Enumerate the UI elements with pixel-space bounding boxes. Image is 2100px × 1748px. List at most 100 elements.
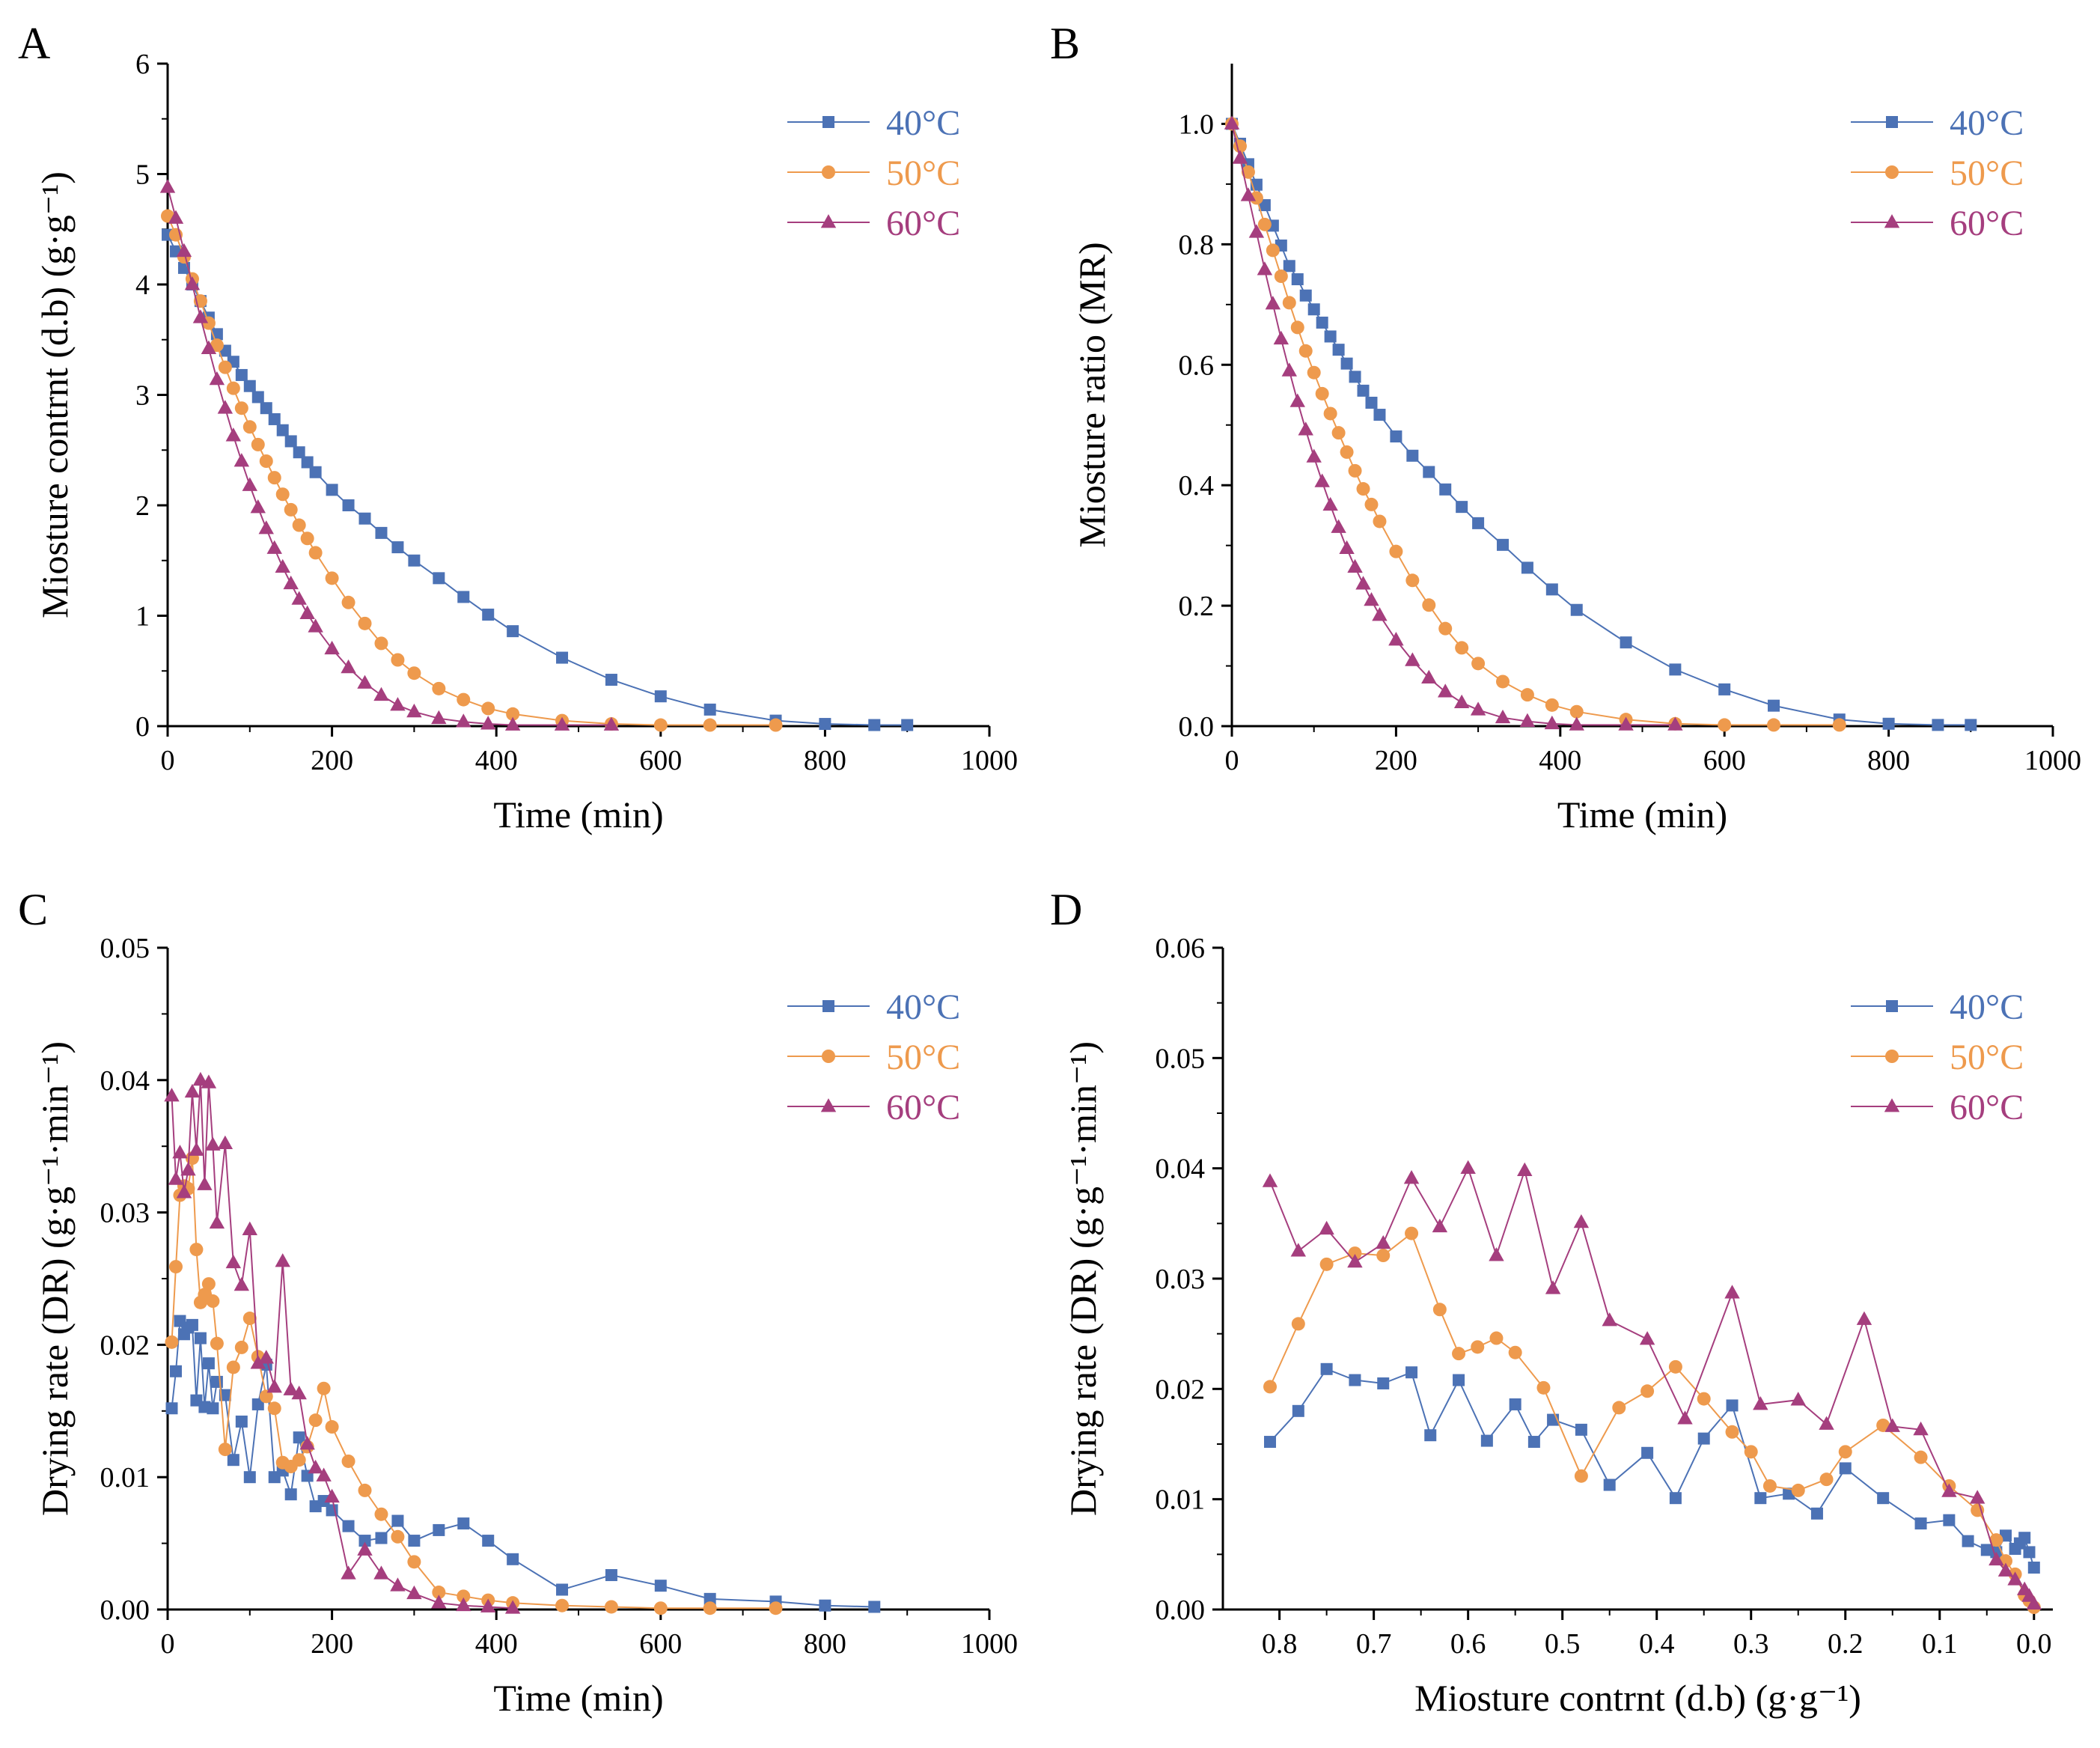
data-point (1618, 716, 1634, 731)
data-point (1519, 713, 1536, 727)
data-point (1697, 1392, 1711, 1406)
data-point (1372, 607, 1388, 621)
x-tick-label: 400 (475, 1628, 518, 1660)
y-tick-label: 0.03 (100, 1198, 150, 1229)
y-tick-label: 0 (135, 711, 150, 743)
data-point (1791, 1483, 1805, 1497)
data-point (1884, 1418, 1900, 1432)
data-point (1460, 1160, 1476, 1175)
y-tick-label: 0.05 (1156, 1043, 1206, 1074)
data-point (507, 1553, 519, 1565)
y-tick-label: 0.02 (100, 1330, 150, 1361)
data-point (1355, 576, 1371, 590)
legend-entry: 60°C (1851, 204, 2024, 243)
y-tick-label: 0.04 (100, 1065, 150, 1097)
legend-label: 60°C (1950, 204, 2024, 243)
data-point (1575, 1423, 1587, 1436)
data-point (234, 1340, 248, 1354)
x-tick-label: 0.5 (1545, 1628, 1581, 1660)
data-point (1349, 1374, 1361, 1386)
data-point (324, 1488, 340, 1503)
data-point (325, 571, 339, 585)
data-point (1224, 115, 1240, 130)
data-point (1406, 449, 1419, 462)
data-point (341, 1565, 356, 1580)
data-point (1913, 1421, 1929, 1436)
data-point (226, 381, 240, 395)
data-point (868, 719, 881, 731)
data-point (1349, 371, 1361, 383)
data-point (1640, 1384, 1655, 1398)
data-point (604, 1600, 618, 1614)
x-tick-label: 400 (475, 745, 518, 776)
x-tick-label: 200 (1375, 745, 1417, 776)
x-tick-label: 0.1 (1922, 1628, 1958, 1660)
data-point (1249, 191, 1263, 205)
data-point (1545, 583, 1558, 596)
data-point (176, 243, 192, 258)
legend-label: 60°C (886, 204, 960, 243)
data-point (769, 1601, 783, 1615)
data-point (243, 380, 256, 392)
data-point (197, 1176, 213, 1190)
data-point (391, 1514, 404, 1527)
series-60 (159, 179, 620, 731)
data-point (233, 453, 250, 467)
y-tick-label: 0.4 (1179, 470, 1215, 502)
data-point (391, 653, 405, 667)
data-point (432, 1586, 446, 1600)
data-point (1314, 473, 1330, 487)
legend-marker (822, 1050, 835, 1063)
legend-label: 50°C (1950, 1038, 2024, 1077)
data-point (293, 446, 305, 459)
data-point (1405, 1226, 1419, 1240)
series-line (1269, 1368, 2035, 1568)
panel-label: C (18, 885, 48, 934)
data-point (227, 1454, 239, 1467)
data-point (301, 456, 314, 469)
data-point (1438, 621, 1453, 636)
series-60 (1224, 115, 1683, 731)
data-point (1969, 1490, 1985, 1504)
series-60 (164, 1071, 521, 1614)
data-point (308, 546, 323, 560)
data-point (1347, 1253, 1363, 1268)
legend-entry: 50°C (1851, 1038, 2024, 1077)
data-point (1877, 1492, 1890, 1505)
data-point (217, 400, 233, 414)
data-point (324, 640, 340, 655)
data-point (358, 1483, 372, 1497)
data-point (1767, 718, 1781, 732)
data-point (172, 1145, 188, 1159)
data-point (1273, 330, 1289, 345)
data-point (1432, 1218, 1448, 1233)
data-point (1291, 273, 1304, 286)
series-40 (1226, 118, 1977, 731)
legend-marker (1884, 214, 1900, 228)
data-point (1240, 187, 1257, 201)
legend-marker (1886, 1000, 1898, 1012)
data-point (390, 697, 406, 711)
data-point (1331, 426, 1346, 440)
data-point (555, 1598, 570, 1613)
y-tick-label: 0.00 (1156, 1595, 1206, 1626)
y-tick-label: 0.01 (100, 1462, 150, 1493)
data-point (1340, 357, 1353, 370)
data-point (1697, 1432, 1710, 1445)
data-point (1403, 1170, 1420, 1184)
data-point (1266, 243, 1280, 258)
data-point (1914, 1450, 1928, 1464)
data-point (1527, 1436, 1540, 1449)
data-point (1989, 1533, 2003, 1547)
data-point (251, 1398, 264, 1410)
legend-entry: 60°C (1851, 1088, 2024, 1127)
data-point (374, 636, 388, 651)
data-point (504, 1600, 521, 1614)
data-point (326, 484, 338, 496)
data-point (233, 1276, 250, 1291)
data-point (218, 360, 232, 374)
data-point (868, 1601, 881, 1613)
data-point (373, 1565, 389, 1580)
data-point (1497, 538, 1510, 551)
y-tick-label: 0.6 (1179, 350, 1215, 381)
